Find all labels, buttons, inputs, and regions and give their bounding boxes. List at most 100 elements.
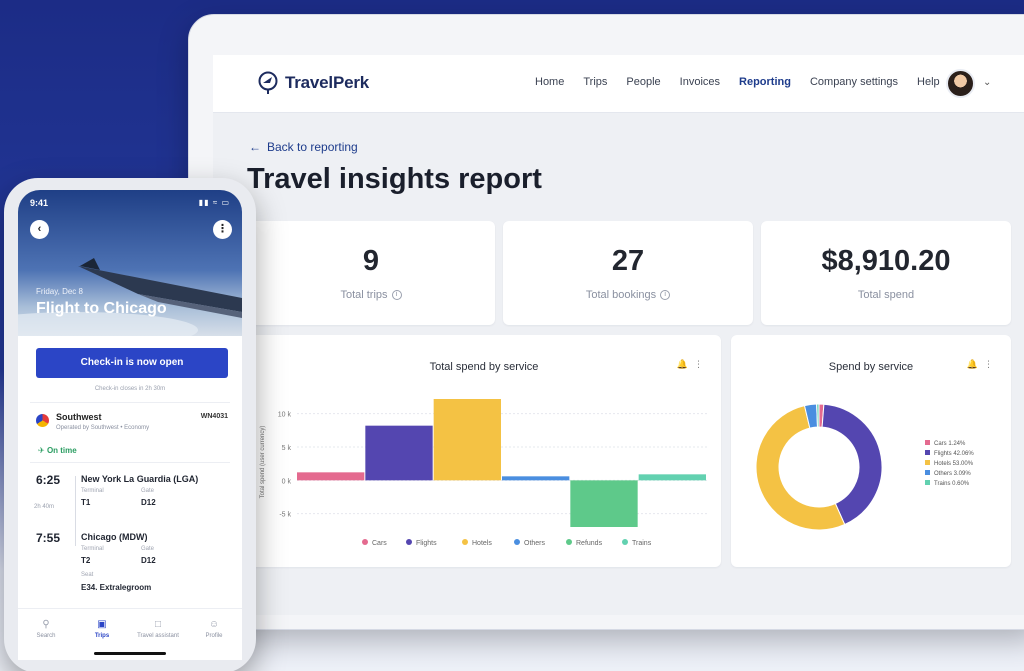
legend-swatch xyxy=(925,450,930,455)
bar-hotels xyxy=(433,399,501,481)
y-tick-label: 10 k xyxy=(278,412,292,419)
more-vertical-icon[interactable]: ⋮ xyxy=(213,220,232,239)
tab-label: Travel assistant xyxy=(137,633,179,639)
bar-trains xyxy=(638,474,706,481)
chevron-down-icon[interactable]: ⌄ xyxy=(983,77,992,88)
departure-gate: D12 xyxy=(141,498,156,507)
phone-screen: 9:41 ▮▮ ≈ ▭ ‹ ⋮ Friday, Dec 8 Flight to … xyxy=(18,190,242,660)
stat-label-text: Total bookings xyxy=(585,289,657,301)
back-chevron-icon[interactable]: ‹ xyxy=(30,220,49,239)
travelperk-logo[interactable]: TravelPerk xyxy=(257,71,369,95)
legend-swatch xyxy=(462,539,468,545)
tab-travel-assistant[interactable]: □ Travel assistant xyxy=(130,609,186,660)
tab-search[interactable]: ⚲ Search xyxy=(18,609,74,660)
laptop-frame: TravelPerk Home Trips People Invoices Re… xyxy=(188,14,1024,630)
legend-label: Flights xyxy=(416,540,437,547)
terminal-label: Terminal xyxy=(81,488,104,494)
tab-profile[interactable]: ☺ Profile xyxy=(186,609,242,660)
user-avatar[interactable] xyxy=(946,69,975,98)
nav-reporting[interactable]: Reporting xyxy=(739,76,791,88)
nav-invoices[interactable]: Invoices xyxy=(679,76,721,88)
arrival-terminal: T2 xyxy=(81,556,91,565)
y-tick-label: 0 k xyxy=(282,478,292,485)
divider xyxy=(30,462,230,463)
legend-swatch xyxy=(514,539,520,545)
legend-swatch xyxy=(925,470,930,475)
airline-name: Southwest xyxy=(56,412,102,422)
divider xyxy=(30,402,230,403)
stat-label-text: Total trips xyxy=(340,289,388,301)
chart-actions: 🔔⋮ xyxy=(967,359,999,370)
legend-label: Hotels xyxy=(472,540,492,547)
suitcase-icon: ▣ xyxy=(97,619,107,630)
bell-icon[interactable]: 🔔 xyxy=(676,359,694,369)
tab-trips[interactable]: ▣ Trips xyxy=(74,609,130,660)
stat-card-total-trips: 9 Total trips i xyxy=(247,221,495,325)
stat-card-total-spend: $8,910.20 Total spend xyxy=(761,221,1011,325)
back-to-reporting-link[interactable]: ← Back to reporting xyxy=(249,140,358,154)
gate-label: Gate xyxy=(141,488,155,494)
stat-value: 27 xyxy=(611,245,645,277)
tab-label: Trips xyxy=(94,633,110,639)
slice-1 xyxy=(821,403,883,526)
info-icon[interactable]: i xyxy=(391,290,402,301)
more-vertical-icon[interactable]: ⋮ xyxy=(984,359,999,369)
flight-date: Friday, Dec 8 xyxy=(36,287,83,296)
desktop-screen: TravelPerk Home Trips People Invoices Re… xyxy=(213,55,1024,615)
check-in-note: Check-in closes in 2h 30m xyxy=(94,386,166,392)
nav-trips[interactable]: Trips xyxy=(583,76,608,88)
legend-label: Hotels 53.00% xyxy=(934,461,974,467)
legend-label: Others xyxy=(524,540,546,547)
stat-label: Total spend xyxy=(761,289,1011,301)
info-icon[interactable]: i xyxy=(660,290,671,301)
more-vertical-icon[interactable]: ⋮ xyxy=(694,359,709,369)
nav-company-settings[interactable]: Company settings xyxy=(809,76,899,88)
legend-swatch xyxy=(406,539,412,545)
check-in-button[interactable]: Check-in is now open xyxy=(36,348,228,378)
stat-label: Total bookings i xyxy=(503,289,753,301)
bar-others xyxy=(502,476,570,481)
top-navbar: TravelPerk Home Trips People Invoices Re… xyxy=(213,55,1024,113)
legend-label: Trains 0.60% xyxy=(934,481,970,487)
plane-icon: ✈ xyxy=(38,446,45,455)
legend-swatch xyxy=(566,539,572,545)
stat-label-text: Total spend xyxy=(857,289,915,301)
chart-title: Total spend by service xyxy=(429,361,539,373)
bell-icon[interactable]: 🔔 xyxy=(966,359,984,369)
legend-label: Cars 1.24% xyxy=(934,441,966,447)
legend-label: Others 3.09% xyxy=(934,471,971,477)
signal-battery-icon: ▮▮ ≈ ▭ xyxy=(198,198,230,207)
airplane-wing-image xyxy=(18,258,242,336)
timeline-line xyxy=(75,476,76,546)
main-nav: Home Trips People Invoices Reporting Com… xyxy=(535,76,940,88)
legend-swatch xyxy=(925,480,930,485)
nav-home[interactable]: Home xyxy=(535,76,565,88)
bar-chart: 10 k 5 k 0 k -5 k Total spend (user currency… xyxy=(260,399,707,547)
y-tick-label: -5 k xyxy=(279,512,291,519)
bar-chart-card: Total spend by service 🔔⋮ 10 k 5 k 0 k -5 k… xyxy=(247,335,721,567)
seat-label: Seat xyxy=(81,572,94,578)
flight-hero-image: 9:41 ▮▮ ≈ ▭ ‹ ⋮ Friday, Dec 8 Flight to … xyxy=(18,190,242,336)
bar-flights xyxy=(365,425,433,481)
terminal-label: Terminal xyxy=(81,546,104,552)
arrival-gate: D12 xyxy=(141,556,156,565)
legend-label: Cars xyxy=(372,540,387,547)
airline-subtitle: Operated by Southwest • Economy xyxy=(56,425,150,431)
chart-title: Spend by service xyxy=(828,361,914,373)
page-title: Travel insights report xyxy=(247,163,542,195)
nav-people[interactable]: People xyxy=(626,76,661,88)
y-tick-label: 5 k xyxy=(282,445,292,452)
status-time: 9:41 xyxy=(30,198,49,208)
legend-swatch xyxy=(362,539,368,545)
seat-value: E34. Extralegroom xyxy=(81,583,152,592)
flight-title: Flight to Chicago xyxy=(36,300,167,317)
back-link-label: Back to reporting xyxy=(267,140,358,154)
plane-logo-icon xyxy=(258,71,278,94)
slice-2 xyxy=(755,405,846,531)
nav-help[interactable]: Help xyxy=(917,76,940,88)
stat-value: $8,910.20 xyxy=(821,245,951,277)
arrow-left-icon: ← xyxy=(249,140,261,154)
departure-city: New York La Guardia (LGA) xyxy=(81,474,199,484)
arrival-time: 7:55 xyxy=(36,531,61,545)
departure-terminal: T1 xyxy=(81,498,91,507)
